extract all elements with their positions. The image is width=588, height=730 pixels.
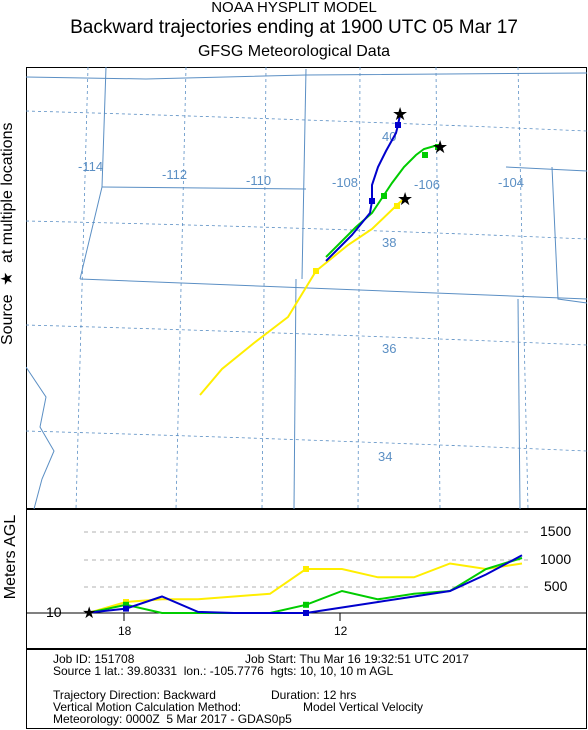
source-star-icon: ★	[432, 137, 448, 157]
trajectory-blue-marker	[369, 198, 375, 204]
grid-lon-106	[435, 67, 441, 509]
trajectory-yellow-marker	[313, 268, 319, 274]
lat-label-38: 38	[382, 235, 396, 250]
source-stars: ★ ★ ★	[392, 104, 448, 209]
lon-label-106: -106	[414, 177, 440, 192]
lon-label-114: -114	[78, 159, 103, 174]
altitude-source-star-icon: ★	[82, 605, 96, 622]
trajectory-blue	[325, 114, 401, 262]
longitude-labels: -114 -112 -110 -108 -106 -104	[78, 159, 524, 192]
title-model: NOAA HYSPLIT MODEL	[211, 0, 377, 16]
altitude-axis-label: Meters AGL	[2, 514, 19, 600]
title-meteorology: GFSG Meteorological Data	[197, 43, 391, 60]
altitude-gridlines	[84, 531, 528, 588]
border-wy-south	[101, 186, 307, 190]
vertical-motion-label: Vertical Motion Calculation Method:	[53, 700, 242, 714]
trajectory-map: -114 -112 -110 -108 -106 -104 40 38 36 3…	[26, 67, 587, 509]
altitude-series	[89, 554, 523, 616]
trajectory-green-marker	[381, 193, 387, 199]
grid-lon-108	[357, 67, 361, 509]
trajectory-blue-marker	[395, 122, 401, 128]
border-nm-az	[293, 278, 297, 509]
trajectory-green-marker	[435, 144, 441, 150]
altitude-series-marker	[123, 601, 129, 608]
trajectory-direction: Trajectory Direction: Backward	[53, 688, 216, 702]
altitude-ytick-500: 500	[544, 578, 568, 594]
altitude-series-marker	[303, 566, 309, 572]
altitude-series-marker	[123, 605, 129, 612]
source-location: Source 1 lat.: 39.80331 lon.: -105.7776 …	[53, 664, 394, 678]
trajectory-blue-line	[325, 114, 401, 262]
job-id: Job ID: 151708	[53, 652, 135, 666]
border-ne	[505, 166, 587, 172]
source-suffix-label: at multiple locations	[0, 122, 16, 264]
altitude-ytick-1500: 1500	[540, 523, 571, 539]
map-grid	[26, 67, 587, 509]
job-start: Job Start: Thu Mar 16 19:32:51 UTC 2017	[245, 652, 469, 666]
state-borders	[26, 67, 587, 509]
altitude-frame	[26, 509, 587, 649]
trajectory-yellow	[199, 196, 407, 396]
border-west-az	[26, 366, 55, 509]
border-co-north	[301, 68, 307, 280]
border-north	[26, 72, 587, 80]
lon-label-112: -112	[162, 167, 187, 182]
altitude-series-marker	[303, 610, 309, 616]
lat-label-34: 34	[378, 449, 392, 464]
altitude-ytick-1000: 1000	[540, 551, 571, 567]
altitude-xtick-18: 18	[118, 624, 132, 638]
source-star-icon: ★	[392, 104, 408, 124]
source-star-icon: ★	[0, 271, 16, 286]
trajectory-yellow-marker	[394, 203, 400, 209]
altitude-series-marker	[303, 601, 309, 608]
grid-lon-104	[517, 67, 529, 509]
source-star-icon: ★	[397, 189, 413, 209]
job-info-panel: Job ID: 151708 Job Start: Thu Mar 16 19:…	[26, 649, 587, 729]
vertical-motion-value: Model Vertical Velocity	[303, 700, 424, 714]
grid-lon-110	[261, 67, 267, 509]
altitude-source-height-label: 10	[46, 604, 62, 620]
source-prefix-label: Source	[0, 294, 16, 345]
altitude-ytick-labels: 500 1000 1500	[540, 523, 571, 594]
altitude-xtick-labels: 18 12	[118, 624, 348, 638]
border-nm-east	[517, 298, 521, 509]
source-side-label: Source ★ at multiple locations	[0, 123, 19, 345]
border-co-south	[79, 278, 587, 300]
lat-label-36: 36	[382, 341, 396, 356]
meteorology-info: Meteorology: 0000Z 5 Mar 2017 - GDAS0p5	[53, 712, 292, 726]
altitude-xtick-12: 12	[334, 624, 348, 638]
trajectory-green-marker	[422, 152, 428, 158]
lon-label-110: -110	[246, 173, 271, 188]
grid-lon-114	[75, 67, 89, 509]
altitude-chart: 500 1000 1500 10 18 12 ★	[26, 509, 587, 649]
trajectory-duration: Duration: 12 hrs	[271, 688, 357, 702]
lon-label-104: -104	[498, 175, 524, 190]
title-trajectories: Backward trajectories ending at 1900 UTC…	[70, 17, 518, 38]
lon-label-108: -108	[332, 175, 358, 190]
border-ks	[551, 166, 587, 304]
